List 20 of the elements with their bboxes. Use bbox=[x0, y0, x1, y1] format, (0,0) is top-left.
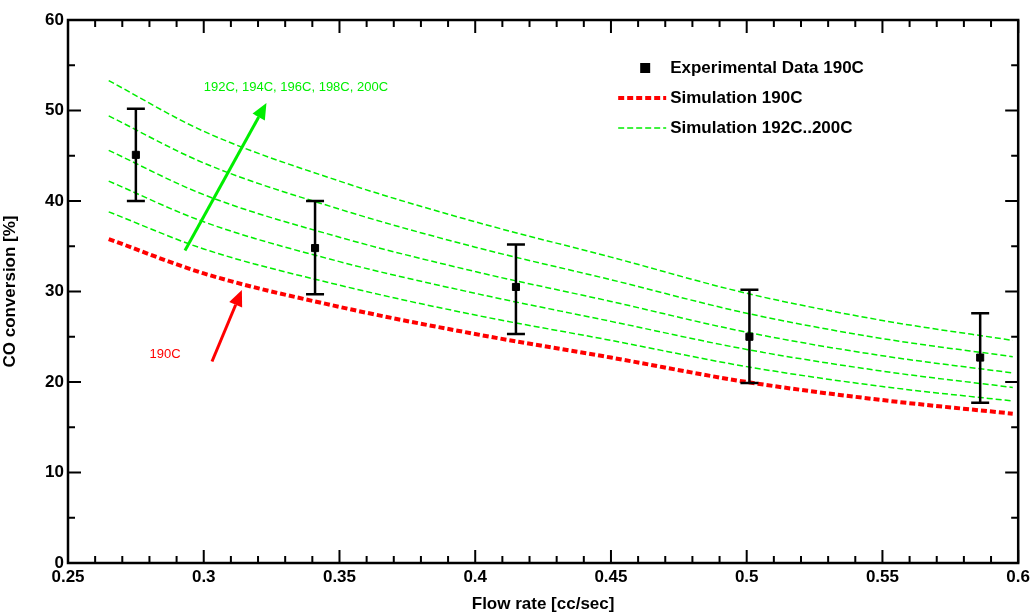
x-tick-label: 0.35 bbox=[322, 566, 357, 586]
y-tick-label: 60 bbox=[45, 9, 64, 29]
y-tick-label: 50 bbox=[45, 100, 64, 120]
y-axis-title: CO conversion [%] bbox=[0, 215, 19, 368]
x-tick-label: 0.55 bbox=[865, 566, 899, 586]
x-tick-label: 0.45 bbox=[594, 566, 628, 586]
y-tick-label: 40 bbox=[45, 190, 64, 210]
y-tick-label: 30 bbox=[45, 281, 64, 301]
y-tick-label: 20 bbox=[45, 371, 64, 391]
x-tick-label: 0.5 bbox=[734, 566, 759, 586]
y-tick-label: 10 bbox=[45, 462, 64, 482]
legend-label: Simulation 192C..200C bbox=[670, 117, 853, 137]
x-axis-title: Flow rate [cc/sec] bbox=[471, 594, 615, 614]
x-tick-label: 0.4 bbox=[463, 566, 488, 586]
annotation: 192C, 194C, 196C, 198C, 200C bbox=[203, 79, 389, 95]
x-tick-label: 0.3 bbox=[191, 566, 216, 586]
x-tick-label: 0.6 bbox=[1006, 566, 1030, 586]
annotation: 190C bbox=[149, 346, 181, 362]
legend-label: Experimental Data 190C bbox=[670, 57, 864, 77]
legend-label: Simulation 190C bbox=[670, 87, 803, 107]
